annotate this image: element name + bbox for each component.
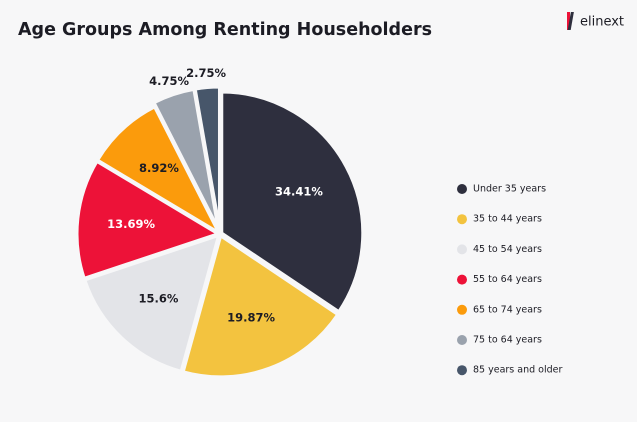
brand-name: elinext — [580, 15, 624, 30]
logo-mark — [567, 12, 574, 30]
data-label: 15.6% — [138, 291, 178, 305]
legend-swatch — [457, 274, 467, 285]
pie-slice — [75, 159, 222, 281]
pie-slice — [82, 233, 221, 374]
legend-label: 45 to 54 years — [473, 244, 542, 255]
legend-label: 35 to 44 years — [473, 214, 542, 225]
legend-swatch — [457, 304, 467, 315]
legend-label: Under 35 years — [473, 184, 546, 195]
data-label: 4.75% — [149, 74, 189, 88]
data-label: 34.41% — [275, 184, 323, 198]
logo-mark — [567, 12, 570, 30]
legend-label: 85 years and older — [473, 365, 562, 376]
data-label: 8.92% — [139, 161, 179, 175]
data-label: 13.69% — [107, 217, 155, 231]
data-label: 2.75% — [186, 66, 226, 80]
legend-label: 75 to 64 years — [473, 335, 542, 346]
legend-label: 55 to 64 years — [473, 274, 542, 285]
pie-slice — [181, 233, 340, 379]
legend-label: 65 to 74 years — [473, 304, 542, 315]
legend-swatch — [457, 184, 467, 194]
pie-slice — [95, 104, 223, 237]
pie-slice — [220, 90, 365, 314]
data-label: 19.87% — [227, 310, 275, 324]
brand-logo: elinext — [567, 12, 624, 30]
legend-swatch — [457, 365, 467, 376]
legend-swatch — [457, 214, 467, 225]
legend-swatch — [457, 244, 467, 255]
chart-title: Age Groups Among Renting Householders — [18, 20, 432, 40]
legend-swatch — [457, 335, 467, 345]
pie-slice — [193, 85, 221, 229]
